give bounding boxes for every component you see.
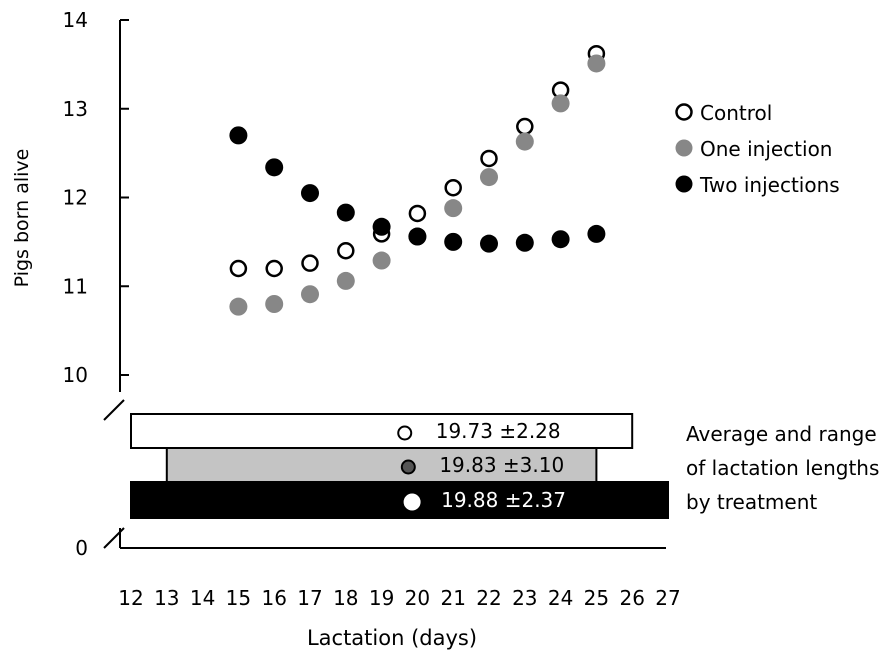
lactation-mean-marker <box>397 425 413 441</box>
x-tick-label: 23 <box>512 586 537 610</box>
legend-marker-hollow <box>675 103 693 121</box>
y-tick-label: 10 <box>63 363 88 387</box>
lactation-caption-line: Average and range <box>686 422 877 446</box>
lactation-caption-line: of lactation lengths <box>686 456 879 480</box>
x-tick-label: 14 <box>190 586 215 610</box>
point-control <box>265 259 283 278</box>
point-one-injection <box>301 285 319 304</box>
legend-label: One injection <box>700 137 832 161</box>
legend-marker-filled <box>675 175 693 193</box>
point-two-injections <box>444 232 463 251</box>
y-tick-label: 13 <box>63 97 88 121</box>
x-tick-label: 18 <box>333 586 358 610</box>
point-two-injections <box>515 233 534 252</box>
y-tick-label: 11 <box>63 274 88 298</box>
x-tick-label: 20 <box>405 586 430 610</box>
y-axis-lower-break-mark <box>103 527 125 549</box>
point-two-injections <box>480 234 498 253</box>
point-one-injection <box>587 54 606 73</box>
lactation-mean-marker <box>405 495 419 509</box>
x-tick-label: 24 <box>548 586 573 610</box>
point-two-injections <box>336 203 355 222</box>
lactation-mean-marker-ring <box>403 493 421 511</box>
point-two-injections <box>587 224 606 243</box>
x-tick-label: 22 <box>476 586 501 610</box>
point-one-injection <box>480 168 498 187</box>
legend-label: Two injections <box>699 173 840 197</box>
lactation-mean-marker <box>400 459 416 475</box>
x-tick-label: 16 <box>261 586 286 610</box>
point-one-injection <box>444 199 463 218</box>
x-tick-label: 26 <box>619 586 644 610</box>
lactation-bars: 19.73 ±2.28 19.83 ±3.10 19.88 ±2.37 Average… <box>130 413 879 519</box>
y-tick-label: 12 <box>63 186 88 210</box>
point-one-injection <box>265 295 284 313</box>
y-axis-label: Pigs born alive <box>11 149 33 288</box>
point-one-injection <box>336 271 355 290</box>
x-tick-label: 12 <box>118 586 143 610</box>
x-tick-label: 27 <box>655 586 680 610</box>
point-one-injection <box>372 251 391 270</box>
point-one-injection <box>515 132 534 151</box>
point-control <box>408 204 427 223</box>
point-two-injections <box>301 184 319 203</box>
x-axis-label: Lactation (days) <box>307 626 477 650</box>
point-two-injections <box>229 126 248 145</box>
x-tick-label: 15 <box>226 586 251 610</box>
y-tick-label: 14 <box>63 8 88 32</box>
x-tick-label: 17 <box>297 586 322 610</box>
lactation-bar <box>130 481 669 519</box>
y-axis-break-mark <box>103 399 125 421</box>
y-tick-label: 0 <box>75 536 88 560</box>
legend: Control One injection Two injections <box>675 101 840 197</box>
point-control <box>444 178 462 197</box>
point-two-injections <box>408 227 427 246</box>
lactation-bar-label: 19.73 ±2.28 <box>436 419 561 443</box>
lactation-bar <box>130 413 634 449</box>
point-one-injection <box>229 297 248 316</box>
point-two-injections <box>551 230 570 249</box>
point-two-injections <box>372 217 391 236</box>
lactation-bar-label: 19.88 ±2.37 <box>441 488 566 512</box>
legend-label: Control <box>700 101 772 125</box>
x-tick-label: 21 <box>440 586 465 610</box>
point-one-injection <box>551 94 570 113</box>
lactation-caption-line: by treatment <box>686 490 817 514</box>
point-control <box>516 117 534 136</box>
x-tick-label: 19 <box>369 586 394 610</box>
lactation-bar-label: 19.83 ±3.10 <box>439 453 564 477</box>
point-control <box>337 242 355 260</box>
point-two-injections <box>265 158 284 177</box>
point-control <box>480 149 498 168</box>
legend-marker-filled <box>675 139 693 157</box>
x-tick-label: 13 <box>154 586 179 610</box>
data-points <box>229 44 606 316</box>
x-tick-label: 25 <box>584 586 609 610</box>
point-control <box>301 254 319 272</box>
point-control <box>229 259 248 278</box>
chart-axes: 0 10 11 12 13 14 12 13 14 15 16 17 18 19 20 21 22 23 24 25 2… <box>63 8 681 610</box>
